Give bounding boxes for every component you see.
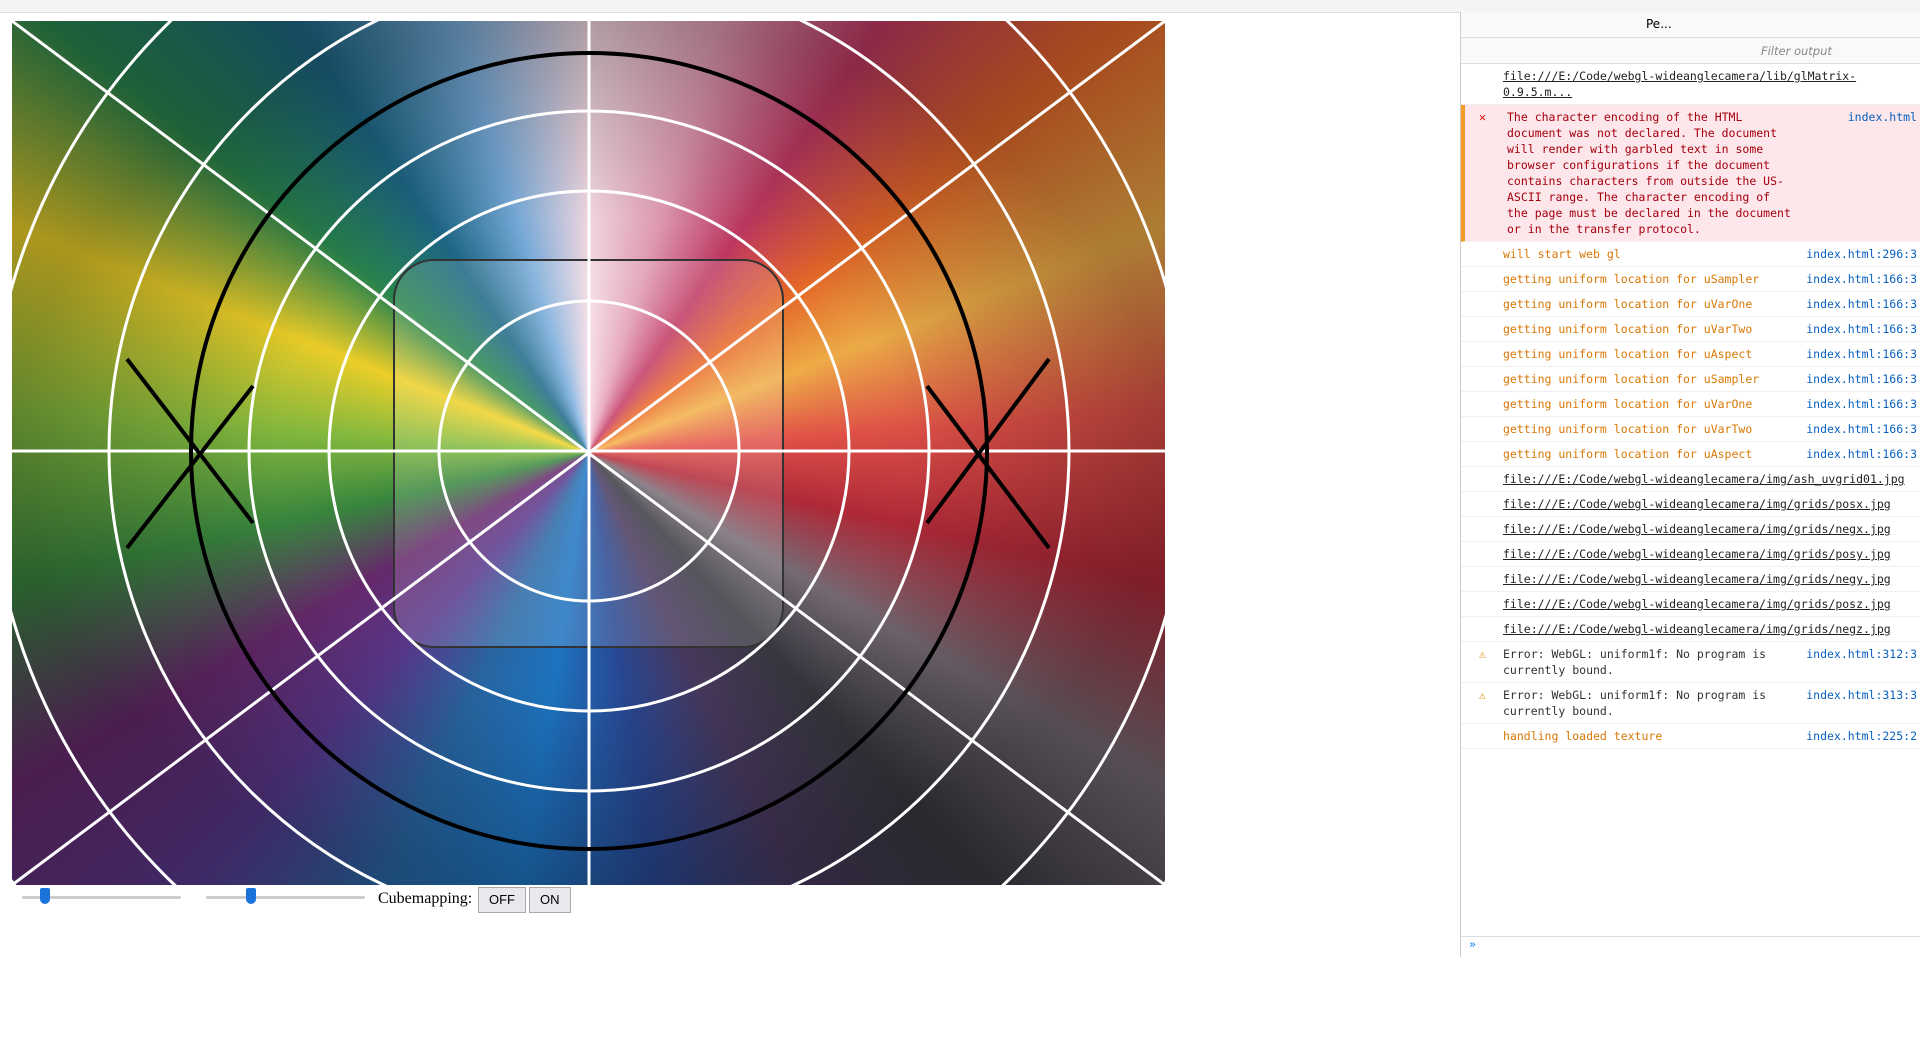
console-message: file:///E:/Code/webgl-wideanglecamera/im…: [1461, 492, 1920, 517]
console-message: file:///E:/Code/webgl-wideanglecamera/im…: [1461, 592, 1920, 617]
message-text: handling loaded texture: [1503, 729, 1663, 743]
message-text: getting uniform location for uVarOne: [1503, 397, 1753, 411]
console-message: getting uniform location for uSampler ind…: [1461, 367, 1920, 392]
browser-bar: [0, 0, 1920, 13]
console-message: handling loaded texture index.html:225:2: [1461, 724, 1920, 749]
file-link[interactable]: file:///E:/Code/webgl-wideanglecamera/im…: [1503, 472, 1905, 486]
console-message: The character encoding of the HTML docum…: [1461, 105, 1920, 242]
message-text: getting uniform location for uVarTwo: [1503, 422, 1753, 436]
console-prompt[interactable]: »: [1461, 936, 1920, 957]
source-link[interactable]: index.html:166:3: [1806, 447, 1917, 461]
console-message: getting uniform location for uAspect inde…: [1461, 342, 1920, 367]
console-message: getting uniform location for uSampler ind…: [1461, 267, 1920, 292]
message-text: getting uniform location for uSampler: [1503, 372, 1760, 386]
slider[interactable]: [22, 888, 181, 904]
file-link[interactable]: file:///E:/Code/webgl-wideanglecamera/li…: [1503, 69, 1857, 99]
console-message: file:///E:/Code/webgl-wideanglecamera/li…: [1461, 64, 1920, 105]
source-link[interactable]: index.html:312:3: [1806, 647, 1917, 661]
source-link[interactable]: index.html: [1847, 110, 1917, 124]
source-link[interactable]: index.html:166:3: [1806, 422, 1917, 436]
message-text: getting uniform location for uAspect: [1503, 447, 1753, 461]
message-text: The character encoding of the HTML docum…: [1507, 110, 1791, 236]
source-link[interactable]: index.html:166:3: [1806, 372, 1917, 386]
file-link[interactable]: file:///E:/Code/webgl-wideanglecamera/im…: [1503, 522, 1891, 536]
console-message: getting uniform location for uVarTwo inde…: [1461, 317, 1920, 342]
console-message: file:///E:/Code/webgl-wideanglecamera/im…: [1461, 467, 1920, 492]
console-message: getting uniform location for uVarTwo inde…: [1461, 417, 1920, 442]
message-text: will start web gl: [1503, 247, 1621, 261]
webgl-canvas: [12, 21, 1165, 885]
console-message: file:///E:/Code/webgl-wideanglecamera/im…: [1461, 517, 1920, 542]
source-link[interactable]: index.html:166:3: [1806, 397, 1917, 411]
slider[interactable]: [206, 888, 365, 904]
console-message: file:///E:/Code/webgl-wideanglecamera/im…: [1461, 542, 1920, 567]
console-message: getting uniform location for uVarOne inde…: [1461, 292, 1920, 317]
filter-bar: Filter output: [1461, 38, 1920, 64]
source-link[interactable]: index.html:166:3: [1806, 272, 1917, 286]
source-link[interactable]: index.html:296:3: [1806, 247, 1917, 261]
message-text: getting uniform location for uAspect: [1503, 347, 1753, 361]
console-output: file:///E:/Code/webgl-wideanglecamera/li…: [1461, 64, 1920, 749]
console-message: Error: WebGL: uniform1f: No program is c…: [1461, 683, 1920, 724]
console-message: getting uniform location for uAspect inde…: [1461, 442, 1920, 467]
file-link[interactable]: file:///E:/Code/webgl-wideanglecamera/im…: [1503, 597, 1891, 611]
message-text: Error: WebGL: uniform1f: No program is c…: [1503, 688, 1767, 718]
devtools: Pe... Filter output file:///E:/Code/webg…: [1460, 12, 1920, 957]
console-message: getting uniform location for uVarOne inde…: [1461, 392, 1920, 417]
file-link[interactable]: file:///E:/Code/webgl-wideanglecamera/im…: [1503, 572, 1891, 586]
file-link[interactable]: file:///E:/Code/webgl-wideanglecamera/im…: [1503, 622, 1891, 636]
source-link[interactable]: index.html:313:3: [1806, 688, 1917, 702]
source-link[interactable]: index.html:166:3: [1806, 297, 1917, 311]
message-text: getting uniform location for uVarTwo: [1503, 322, 1753, 336]
label: Cubemapping:: [378, 890, 473, 907]
message-text: getting uniform location for uSampler: [1503, 272, 1760, 286]
tab[interactable]: Pe...: [1646, 17, 1672, 31]
console-message: file:///E:/Code/webgl-wideanglecamera/im…: [1461, 617, 1920, 642]
file-link[interactable]: file:///E:/Code/webgl-wideanglecamera/im…: [1503, 547, 1891, 561]
source-link[interactable]: index.html:166:3: [1806, 347, 1917, 361]
filter-input[interactable]: Filter output: [1761, 44, 1832, 58]
source-link[interactable]: index.html:225:2: [1806, 729, 1917, 743]
console-message: file:///E:/Code/webgl-wideanglecamera/im…: [1461, 567, 1920, 592]
message-text: getting uniform location for uVarOne: [1503, 297, 1753, 311]
message-text: Error: WebGL: uniform1f: No program is c…: [1503, 647, 1767, 677]
fisheye-overlay: [12, 21, 1165, 885]
file-link[interactable]: file:///E:/Code/webgl-wideanglecamera/im…: [1503, 497, 1891, 511]
console-message: Error: WebGL: uniform1f: No program is c…: [1461, 642, 1920, 683]
button[interactable]: ON: [529, 887, 571, 913]
console-message: will start web gl index.html:296:3: [1461, 242, 1920, 267]
source-link[interactable]: index.html:166:3: [1806, 322, 1917, 336]
controls: Cubemapping: OFF ON: [0, 885, 1180, 915]
button[interactable]: OFF: [478, 887, 526, 913]
toolbar: Pe...: [1461, 12, 1920, 38]
